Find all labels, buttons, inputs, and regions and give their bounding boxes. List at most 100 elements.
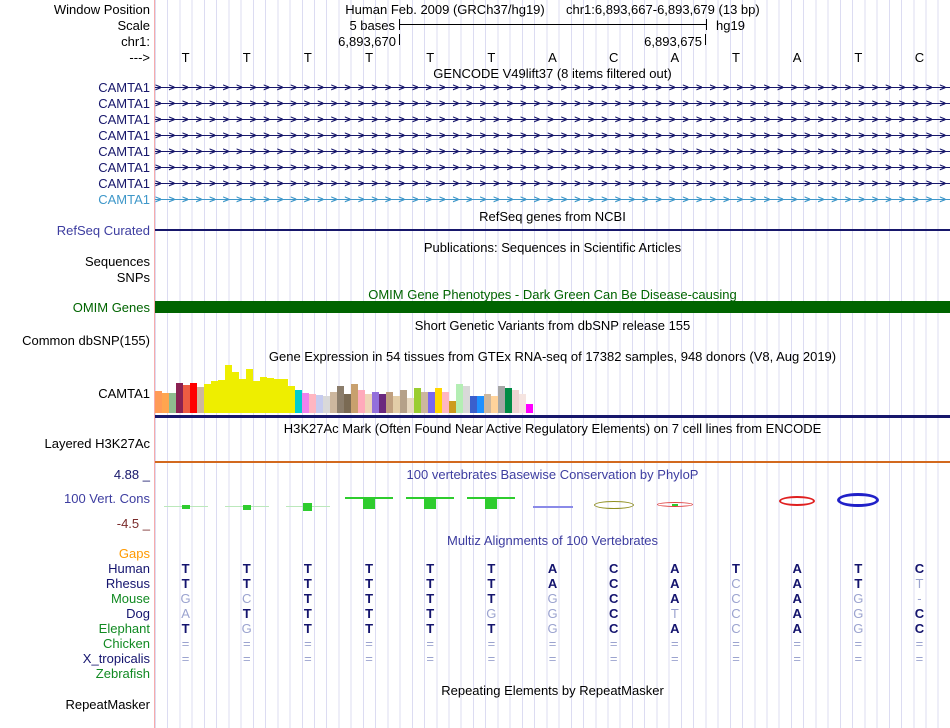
gtex-tissue-bar[interactable]	[316, 395, 323, 413]
gtex-tissue-bar[interactable]	[246, 369, 253, 413]
gtex-tissue-bar[interactable]	[393, 396, 400, 413]
gtex-tissue-bar[interactable]	[211, 381, 218, 413]
base-letter: T	[732, 50, 740, 65]
gtex-tissue-bar[interactable]	[407, 398, 414, 413]
gtex-tissue-bar[interactable]	[204, 384, 211, 413]
gtex-tissue-bar[interactable]	[351, 384, 358, 413]
multiz-gaps-label[interactable]: Gaps	[118, 546, 150, 561]
alignment-base: =	[854, 636, 863, 651]
species-label[interactable]: X_tropicalis	[82, 651, 150, 666]
alignment-base: A	[670, 576, 680, 591]
gene-label[interactable]: CAMTA1	[98, 80, 150, 95]
gene-transcript-row[interactable]: >>>>>>>>>>>>>>>>>>>>>>>>>>>>>>>>>>>>>>>>…	[155, 192, 950, 208]
gene-label[interactable]: CAMTA1	[98, 160, 150, 175]
gtex-tissue-bar[interactable]	[253, 381, 260, 413]
gtex-tissue-bar[interactable]	[512, 390, 519, 413]
species-label[interactable]: Human	[108, 561, 150, 576]
gtex-tissue-bar[interactable]	[337, 386, 344, 413]
gtex-tissue-bar[interactable]	[197, 387, 204, 413]
gtex-tissue-bar[interactable]	[463, 386, 470, 413]
species-label[interactable]: Elephant	[98, 621, 150, 636]
gtex-tissue-bar[interactable]	[225, 365, 232, 413]
h3k27ac-signal-line[interactable]	[155, 461, 950, 463]
gtex-tissue-bar[interactable]	[190, 383, 197, 413]
gtex-tissue-bar[interactable]	[484, 394, 491, 413]
gtex-tissue-bar[interactable]	[526, 404, 533, 413]
gtex-tissue-bar[interactable]	[302, 393, 309, 413]
gene-label[interactable]: CAMTA1	[98, 144, 150, 159]
gene-transcript-row[interactable]: >>>>>>>>>>>>>>>>>>>>>>>>>>>>>>>>>>>>>>>>…	[155, 128, 950, 144]
alignment-base: T	[426, 606, 435, 621]
h3k27ac-label[interactable]: Layered H3K27Ac	[44, 436, 150, 451]
gtex-tissue-bar[interactable]	[330, 392, 337, 413]
repeatmasker-label[interactable]: RepeatMasker	[65, 697, 150, 712]
species-label[interactable]: Mouse	[110, 591, 150, 606]
gtex-tissue-bar[interactable]	[260, 377, 267, 413]
gtex-tissue-bar[interactable]	[176, 383, 183, 413]
gtex-tissue-bar[interactable]	[414, 388, 421, 413]
phylop-track-label[interactable]: 100 Vert. Cons	[64, 491, 150, 506]
gtex-tissue-bar[interactable]	[477, 396, 484, 413]
gene-transcript-row[interactable]: >>>>>>>>>>>>>>>>>>>>>>>>>>>>>>>>>>>>>>>>…	[155, 80, 950, 96]
gtex-tissue-bar[interactable]	[162, 393, 169, 413]
species-label[interactable]: Chicken	[103, 636, 150, 651]
gtex-tissue-bar[interactable]	[365, 394, 372, 413]
gtex-tissue-bar[interactable]	[323, 396, 330, 413]
gtex-tissue-bar[interactable]	[295, 390, 302, 413]
gtex-tissue-bar[interactable]	[218, 380, 225, 413]
gtex-tissue-bar[interactable]	[344, 394, 351, 413]
gene-transcript-row[interactable]: >>>>>>>>>>>>>>>>>>>>>>>>>>>>>>>>>>>>>>>>…	[155, 176, 950, 192]
gene-label[interactable]: CAMTA1	[98, 112, 150, 127]
gtex-tissue-bar[interactable]	[519, 394, 526, 413]
gene-transcript-row[interactable]: >>>>>>>>>>>>>>>>>>>>>>>>>>>>>>>>>>>>>>>>…	[155, 144, 950, 160]
gtex-tissue-bar[interactable]	[309, 394, 316, 413]
snps-label[interactable]: SNPs	[116, 270, 150, 285]
gtex-tissue-bar[interactable]	[379, 394, 386, 413]
gtex-tissue-bar[interactable]	[386, 392, 393, 413]
gtex-tissue-bar[interactable]	[183, 385, 190, 413]
gtex-tissue-bar[interactable]	[239, 379, 246, 413]
gtex-tissue-bar[interactable]	[358, 390, 365, 413]
gtex-tissue-bar[interactable]	[372, 392, 379, 413]
gtex-tissue-bar[interactable]	[449, 401, 456, 413]
refseq-curated-label[interactable]: RefSeq Curated	[56, 223, 150, 238]
gtex-expression-chart[interactable]	[155, 364, 535, 413]
species-label[interactable]: Zebrafish	[95, 666, 150, 681]
alignment-base: =	[671, 636, 679, 651]
gtex-gene-label[interactable]: CAMTA1	[98, 386, 150, 401]
species-label[interactable]: Dog	[126, 606, 150, 621]
gene-label[interactable]: CAMTA1	[98, 96, 150, 111]
gtex-tissue-bar[interactable]	[470, 396, 477, 413]
gtex-tissue-bar[interactable]	[267, 378, 274, 413]
gene-label[interactable]: CAMTA1	[98, 128, 150, 143]
gtex-tissue-bar[interactable]	[169, 393, 176, 413]
gtex-tissue-bar[interactable]	[155, 391, 162, 413]
gtex-tissue-bar[interactable]	[491, 396, 498, 413]
alignment-base: T	[181, 561, 190, 576]
gene-transcript-row[interactable]: >>>>>>>>>>>>>>>>>>>>>>>>>>>>>>>>>>>>>>>>…	[155, 160, 950, 176]
gtex-tissue-bar[interactable]	[498, 386, 505, 413]
species-label[interactable]: Rhesus	[105, 576, 150, 591]
gene-label[interactable]: CAMTA1	[98, 176, 150, 191]
gtex-tissue-bar[interactable]	[442, 392, 449, 413]
refseq-curated-item[interactable]	[155, 229, 950, 231]
common-dbsnp-label[interactable]: Common dbSNP(155)	[22, 333, 150, 348]
phylop-glyph	[532, 506, 573, 508]
gtex-tissue-bar[interactable]	[421, 392, 428, 413]
gtex-tissue-bar[interactable]	[288, 386, 295, 413]
gene-transcript-row[interactable]: >>>>>>>>>>>>>>>>>>>>>>>>>>>>>>>>>>>>>>>>…	[155, 96, 950, 112]
gtex-tissue-bar[interactable]	[435, 388, 442, 413]
gene-transcript-row[interactable]: >>>>>>>>>>>>>>>>>>>>>>>>>>>>>>>>>>>>>>>>…	[155, 112, 950, 128]
gtex-tissue-bar[interactable]	[456, 384, 463, 413]
gtex-tissue-bar[interactable]	[400, 390, 407, 413]
gene-label[interactable]: CAMTA1	[98, 192, 150, 207]
omim-gene-bar[interactable]	[155, 301, 950, 313]
gtex-tissue-bar[interactable]	[281, 379, 288, 413]
gtex-tissue-bar[interactable]	[274, 379, 281, 413]
gtex-tissue-bar[interactable]	[428, 392, 435, 413]
gtex-tissue-bar[interactable]	[232, 372, 239, 413]
gtex-tissue-bar[interactable]	[505, 388, 512, 413]
sequences-label[interactable]: Sequences	[84, 254, 150, 269]
assembly-position-title: Human Feb. 2009 (GRCh37/hg19) chr1:6,893…	[155, 2, 950, 17]
omim-genes-label[interactable]: OMIM Genes	[72, 300, 150, 315]
